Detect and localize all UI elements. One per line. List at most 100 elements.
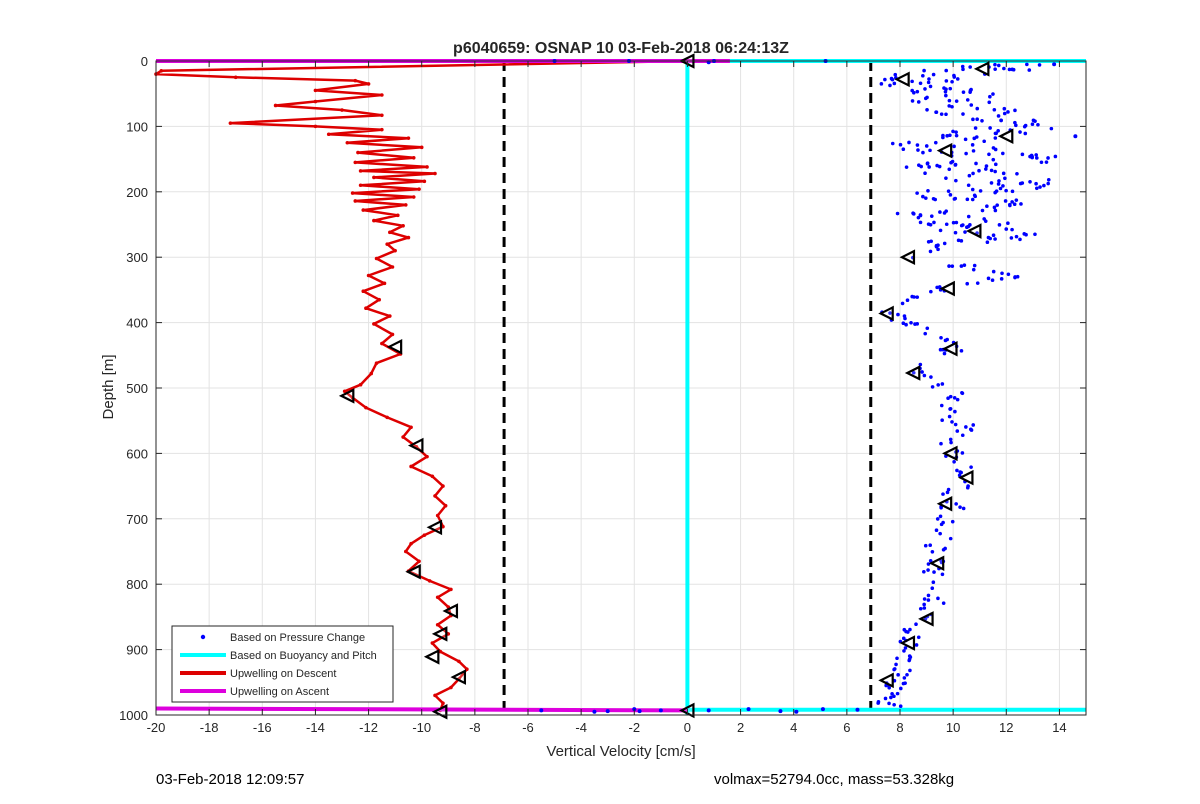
pressure-point [1049,126,1054,131]
pressure-point [1000,271,1004,276]
pressure-point [915,143,920,147]
x-tick-label: 10 [946,720,960,735]
descent-point [361,208,366,212]
pressure-point [926,188,930,193]
pressure-point [943,89,948,94]
pressure-point [946,189,951,193]
pressure-point [989,181,994,185]
pressure-point [903,646,908,650]
descent-point [340,108,344,112]
pressure-point [952,144,956,149]
pressure-point [950,80,954,84]
pressure-point [936,243,940,248]
descent-point [427,579,432,583]
pressure-point [936,247,940,252]
pressure-point [993,67,997,71]
pressure-point [974,135,979,139]
descent-point [409,425,413,430]
legend-label: Upwelling on Ascent [230,686,329,698]
pressure-point [938,228,943,233]
pressure-point [918,213,923,218]
pressure-point [922,569,926,574]
pressure-point [915,295,920,299]
pressure-point [974,161,978,166]
pressure-point [984,164,989,168]
pressure-point [941,601,946,605]
direction-marker [423,649,440,665]
pressure-point [901,636,906,641]
pressure-point [883,696,888,701]
pressure-point [896,312,900,317]
pressure-point [985,240,990,245]
pressure-point [944,176,948,180]
pressure-point [993,136,998,140]
pressure-point [915,191,919,195]
pressure-point [954,133,959,138]
pressure-point [991,269,996,274]
direction-marker [965,223,982,239]
pressure-point [988,94,992,99]
x-tick-label: 12 [999,720,1013,735]
descent-point [361,289,366,294]
pressure-point [939,403,944,408]
descent-point [380,113,384,118]
pressure-point [987,100,992,105]
pressure-point [1015,172,1019,176]
pressure-point [951,129,955,134]
pressure-point [1046,181,1050,186]
pressure-point [947,104,952,108]
pressure-point [990,278,995,283]
pressure-point [986,276,991,281]
axis-ticks: -20 -18 -16 -14 -12 -10 -8 -6 -4 -2 0 2 4 6 8 10 12 14010… [119,54,1086,735]
pressure-point [966,224,971,229]
pressure-point [895,691,900,696]
pressure-point [993,169,997,174]
pressure-point [1034,181,1038,186]
descent-point [385,415,389,420]
pressure-point [1010,227,1014,232]
pressure-point [916,635,921,640]
pressure-point [876,701,880,705]
pressure-point [967,173,972,178]
pressure-point [940,418,944,423]
descent-point [409,541,413,546]
descent-point [313,124,318,129]
pressure-point [971,117,975,122]
y-tick-label: 400 [126,316,148,331]
pressure-point [923,171,927,175]
pressure-point [923,543,928,548]
pressure-point [939,335,943,340]
pressure-point [960,390,964,395]
pressure-point [959,349,964,353]
pressure-point [1042,183,1046,188]
pressure-point [934,110,939,114]
pressure-point [954,220,959,225]
pressure-point [1044,160,1049,164]
pressure-point [1024,232,1028,237]
descent-point [388,230,392,235]
pressure-point [907,658,911,663]
pressure-point [944,93,948,98]
pressure-point [910,88,914,93]
pressure-point [900,301,905,306]
legend-label: Based on Pressure Change [230,632,365,644]
pressure-point [953,409,957,414]
pressure-point [954,99,959,103]
pressure-point [971,171,975,176]
descent-point [396,213,400,218]
x-tick-label: 4 [790,720,797,735]
pressure-point [968,65,972,69]
pressure-point [993,237,997,241]
pressure-point [970,187,975,192]
pressure-point [943,338,948,343]
pressure-point [947,264,951,268]
pressure-point [969,87,973,92]
pressure-point [995,203,1000,207]
pressure-point [1039,160,1044,165]
y-tick-label: 700 [126,512,148,527]
pressure-point [936,596,940,601]
pressure-point [982,139,986,144]
pressure-point [986,235,991,240]
descent-point [393,248,397,253]
pressure-point [930,586,935,591]
